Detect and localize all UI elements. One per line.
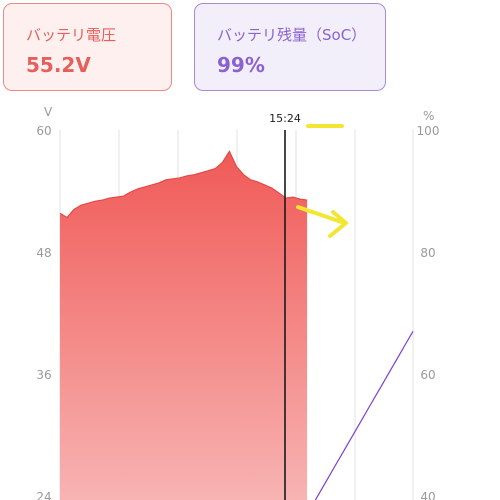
left-axis-unit: V bbox=[44, 105, 53, 119]
right-axis-ticks: 40 60 80 100 bbox=[417, 124, 440, 500]
yellow-annotation bbox=[296, 124, 348, 238]
right-axis-tick: 100 bbox=[417, 124, 440, 138]
battery-soc-card[interactable]: バッテリ残量（SoC） 99% bbox=[194, 3, 386, 91]
battery-soc-value: 99% bbox=[217, 53, 265, 77]
battery-voltage-line bbox=[59, 150, 308, 219]
right-axis-unit: % bbox=[423, 109, 434, 123]
right-axis-tick: 80 bbox=[420, 246, 435, 260]
right-axis-tick: 60 bbox=[420, 368, 435, 382]
battery-voltage-area bbox=[60, 151, 308, 500]
battery-voltage-label: バッテリ電圧 bbox=[26, 26, 117, 44]
left-axis-tick: 60 bbox=[36, 124, 51, 138]
right-axis-tick: 40 bbox=[420, 490, 435, 500]
battery-soc-label: バッテリ残量（SoC） bbox=[217, 26, 367, 44]
left-axis-tick: 24 bbox=[36, 490, 51, 500]
left-axis-tick: 36 bbox=[36, 368, 51, 382]
voltage-soc-chart[interactable]: V % 24 36 48 60 40 60 80 100 15:24 bbox=[0, 100, 500, 500]
left-axis-tick: 48 bbox=[36, 246, 51, 260]
battery-voltage-card[interactable]: バッテリ電圧 55.2V bbox=[3, 3, 172, 91]
battery-voltage-value: 55.2V bbox=[26, 53, 91, 77]
time-cursor-label: 15:24 bbox=[269, 112, 301, 125]
left-axis-ticks: 24 36 48 60 bbox=[36, 124, 51, 500]
battery-soc-line bbox=[314, 330, 414, 500]
